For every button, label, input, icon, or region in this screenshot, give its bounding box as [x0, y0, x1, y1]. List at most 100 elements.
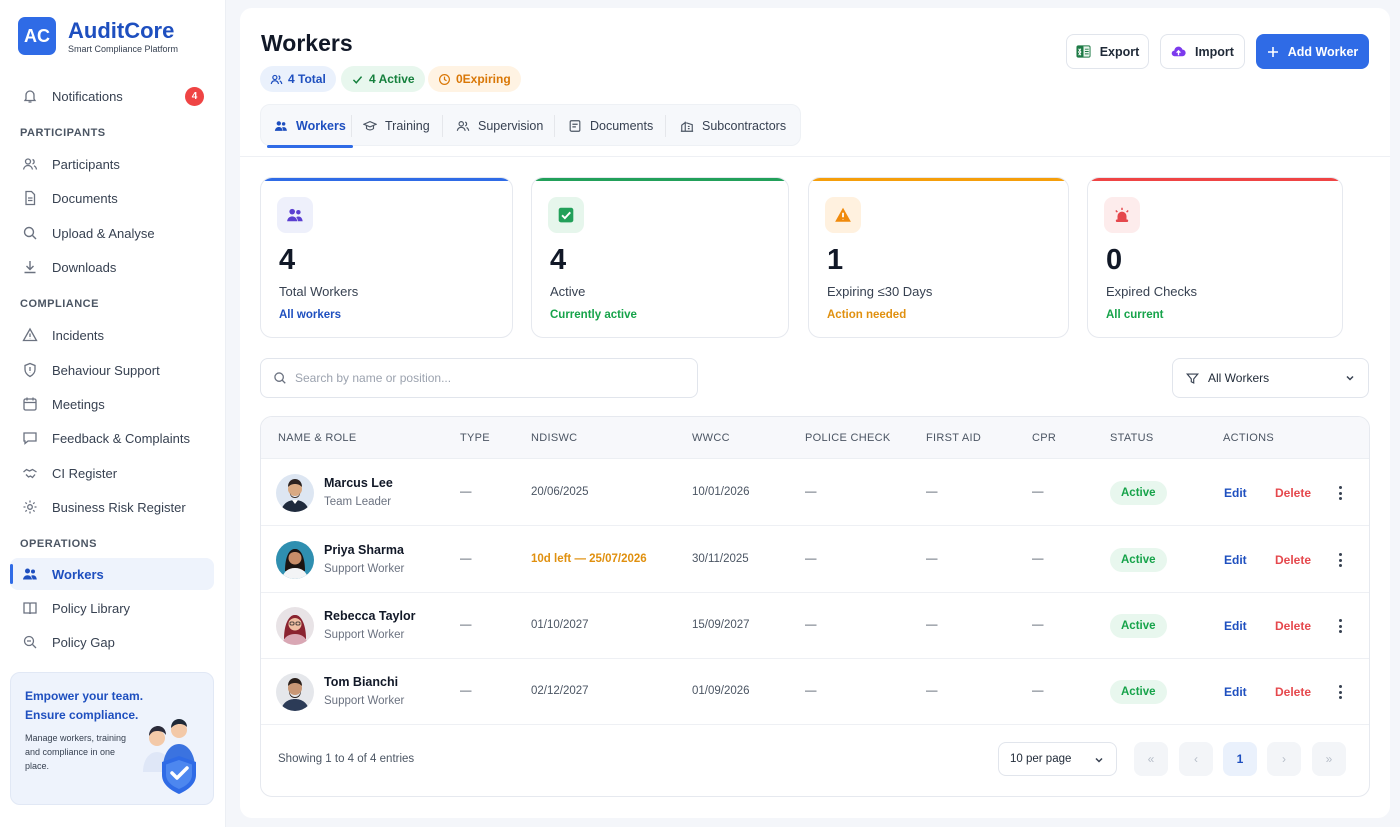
tab-subcontractors[interactable]: Subcontractors	[680, 105, 786, 147]
pagination-last-button[interactable]: »	[1312, 742, 1346, 776]
promo-line-2: Ensure compliance.	[25, 708, 139, 722]
table-row[interactable]: Priya Sharma Support Worker — 10d left —…	[261, 527, 1369, 593]
edit-link[interactable]: Edit	[1224, 486, 1247, 500]
worker-role: Team Leader	[324, 496, 392, 508]
edit-link[interactable]: Edit	[1224, 685, 1247, 699]
delete-link[interactable]: Delete	[1275, 553, 1312, 567]
more-options-icon[interactable]	[1333, 617, 1347, 635]
excel-icon	[1076, 44, 1091, 59]
sidebar-item-label: Documents	[52, 190, 118, 206]
tab-training[interactable]: Training	[363, 105, 430, 147]
police-check-cell: —	[805, 553, 817, 565]
avatar	[276, 541, 314, 579]
more-options-icon[interactable]	[1333, 683, 1347, 701]
tab-divider	[665, 115, 666, 137]
main-panel: Workers 4 Total 4 Active 0Expiring Expor…	[240, 8, 1390, 818]
cpr-cell: —	[1032, 685, 1044, 697]
status-badge: Active	[1110, 548, 1167, 572]
sidebar-item-notifications[interactable]: Notifications 4	[10, 80, 214, 112]
import-button[interactable]: Import	[1160, 34, 1245, 69]
tab-supervision[interactable]: Supervision	[456, 105, 543, 147]
sidebar-item-policy-gap[interactable]: Policy Gap	[10, 626, 214, 658]
more-options-icon[interactable]	[1333, 484, 1347, 502]
brand-logo: AC	[18, 17, 56, 55]
sidebar-item-participants[interactable]: Participants	[10, 148, 214, 180]
table-row[interactable]: Marcus Lee Team Leader — 20/06/2025 10/0…	[261, 460, 1369, 526]
sidebar-item-label: Workers	[52, 566, 104, 582]
sidebar-item-downloads[interactable]: Downloads	[10, 251, 214, 283]
active-chip-label: 4 Active	[369, 72, 415, 86]
sidebar-item-incidents[interactable]: Incidents	[10, 319, 214, 351]
calendar-icon	[22, 396, 38, 412]
sidebar-item-label: Downloads	[52, 259, 117, 275]
sidebar-item-label: Upload & Analyse	[52, 225, 155, 241]
table-row[interactable]: Tom Bianchi Support Worker — 02/12/2027 …	[261, 659, 1369, 725]
sidebar-item-documents[interactable]: Documents	[10, 182, 214, 214]
stat-label: Expired Checks	[1106, 284, 1198, 299]
pagination-next-button[interactable]: ›	[1267, 742, 1301, 776]
per-page-select[interactable]: 10 per page	[998, 742, 1117, 776]
magnify-icon	[22, 634, 38, 650]
section-operations: OPERATIONS	[20, 538, 97, 550]
stat-value: 4	[550, 244, 567, 276]
worker-filter-select[interactable]: All Workers	[1172, 358, 1369, 398]
expiring-chip-label: 0Expiring	[456, 72, 511, 86]
sidebar-item-policy-library[interactable]: Policy Library	[10, 592, 214, 624]
police-check-cell: —	[805, 486, 817, 498]
delete-link[interactable]: Delete	[1275, 685, 1312, 699]
supervisor-icon	[456, 119, 470, 133]
stat-card-expired[interactable]: 0 Expired Checks All current	[1087, 177, 1343, 338]
worker-name: Rebecca Taylor	[324, 609, 416, 623]
first-aid-cell: —	[926, 486, 938, 498]
sidebar-item-label: Business Risk Register	[52, 499, 186, 515]
alert-icon	[22, 327, 38, 343]
expiring-chip: 0Expiring	[428, 66, 521, 92]
edit-link[interactable]: Edit	[1224, 553, 1247, 567]
wwcc-cell: 01/09/2026	[692, 685, 750, 697]
stat-card-total[interactable]: 4 Total Workers All workers	[260, 177, 513, 338]
gear-icon	[22, 499, 38, 515]
sidebar-item-label: Policy Gap	[52, 634, 115, 650]
table-row[interactable]: Rebecca Taylor Support Worker — 01/10/20…	[261, 593, 1369, 659]
checkbox-icon	[548, 197, 584, 233]
pagination-page-button[interactable]: 1	[1223, 742, 1257, 776]
export-button[interactable]: Export	[1066, 34, 1149, 69]
ndiswc-cell: 10d left — 25/07/2026	[531, 553, 647, 565]
entries-summary: Showing 1 to 4 of 4 entries	[278, 753, 415, 765]
sidebar-item-feedback-complaints[interactable]: Feedback & Complaints	[10, 422, 214, 454]
status-badge: Active	[1110, 614, 1167, 638]
stat-card-expiring[interactable]: 1 Expiring ≤30 Days Action needed	[808, 177, 1069, 338]
tab-documents[interactable]: Documents	[568, 105, 653, 147]
sidebar-item-upload-analyse[interactable]: Upload & Analyse	[10, 217, 214, 249]
first-aid-cell: —	[926, 619, 938, 631]
stat-caption: Action needed	[827, 309, 907, 321]
police-check-cell: —	[805, 685, 817, 697]
worker-name: Tom Bianchi	[324, 675, 399, 689]
tab-workers[interactable]: Workers	[267, 105, 353, 148]
delete-link[interactable]: Delete	[1275, 619, 1312, 633]
brand[interactable]: AC AuditCore Smart Compliance Platform	[18, 17, 178, 55]
sidebar-item-label: Participants	[52, 156, 120, 172]
search-input[interactable]	[295, 371, 675, 385]
search-icon	[273, 371, 287, 385]
sidebar-item-meetings[interactable]: Meetings	[10, 388, 214, 420]
stat-card-active[interactable]: 4 Active Currently active	[531, 177, 789, 338]
sidebar-item-label: Policy Library	[52, 600, 131, 616]
import-button-label: Import	[1195, 44, 1234, 59]
ndiswc-cell: 20/06/2025	[531, 486, 589, 498]
sidebar-item-behaviour-support[interactable]: Behaviour Support	[10, 354, 214, 386]
edit-link[interactable]: Edit	[1224, 619, 1247, 633]
notification-count-badge: 4	[185, 86, 204, 106]
delete-link[interactable]: Delete	[1275, 486, 1312, 500]
more-options-icon[interactable]	[1333, 551, 1347, 569]
pagination-first-button[interactable]: «	[1134, 742, 1168, 776]
sidebar-item-workers[interactable]: Workers	[10, 558, 214, 590]
workers-icon	[22, 566, 38, 582]
sidebar-item-ci-register[interactable]: CI Register	[10, 457, 214, 489]
sidebar-item-business-risk-register[interactable]: Business Risk Register	[10, 491, 214, 523]
users-icon	[22, 156, 38, 172]
add-worker-button[interactable]: Add Worker	[1256, 34, 1369, 69]
promo-card: Empower your team. Ensure compliance. Ma…	[10, 672, 214, 805]
pagination-prev-button[interactable]: ‹	[1179, 742, 1213, 776]
first-aid-cell: —	[926, 685, 938, 697]
